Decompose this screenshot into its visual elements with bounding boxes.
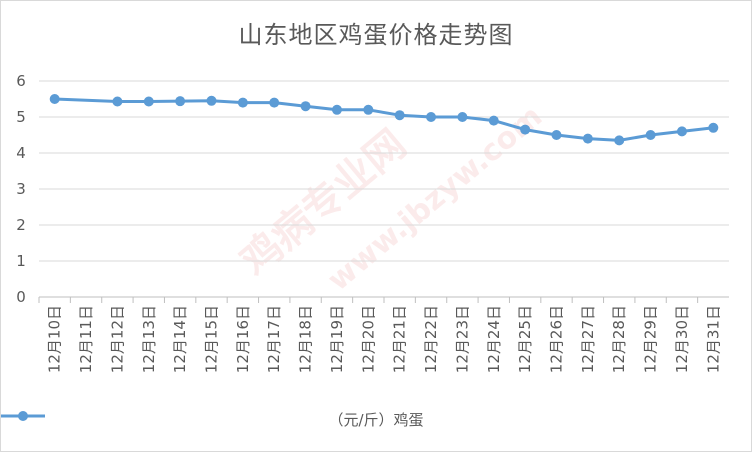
legend-swatch	[1, 411, 45, 421]
x-tick-label: 12月23日	[453, 305, 471, 373]
data-point	[520, 124, 531, 135]
x-tick-label: 12月17日	[265, 305, 283, 373]
series-layer	[49, 94, 719, 146]
data-point	[49, 94, 60, 104]
x-tick-label: 12月24日	[485, 305, 503, 373]
x-axis: 12月10日 12月11日 12月12日 12月13日 12月14日 12月15日 12月1…	[38, 296, 729, 373]
data-point	[331, 104, 342, 115]
data-point	[300, 101, 311, 112]
x-tick-label: 12月28日	[610, 305, 628, 373]
data-point	[708, 122, 719, 133]
y-tick-label: 3	[16, 180, 26, 198]
data-point	[582, 133, 593, 144]
data-point	[363, 104, 374, 115]
x-tick-label: 12月11日	[77, 305, 95, 373]
y-tick-label: 2	[16, 216, 26, 234]
x-tick-label: 12月13日	[140, 305, 158, 373]
x-tick-label: 12月10日	[46, 305, 64, 373]
data-point	[676, 126, 687, 137]
data-point	[645, 130, 656, 140]
legend-label: （元/斤）鸡蛋	[328, 411, 424, 429]
y-tick-label: 5	[16, 108, 26, 126]
x-tick-label: 12月19日	[328, 305, 346, 373]
data-point	[488, 115, 499, 126]
x-tick-label: 12月12日	[108, 305, 126, 373]
data-point	[112, 96, 123, 107]
y-axis: 0 1 2 3 4 5 6	[16, 72, 26, 306]
chart-title: 山东地区鸡蛋价格走势图	[238, 21, 514, 49]
x-tick-label: 12月29日	[642, 305, 660, 373]
data-point	[269, 97, 280, 108]
series-line	[54, 97, 714, 142]
data-point	[394, 110, 405, 121]
x-tick-label: 12月25日	[516, 305, 534, 373]
data-point	[175, 96, 186, 107]
y-tick-label: 1	[16, 252, 26, 270]
x-tick-label: 12月21日	[391, 305, 409, 373]
legend: （元/斤）鸡蛋	[1, 409, 751, 430]
data-point	[143, 96, 154, 107]
x-tick-label: 12月20日	[359, 305, 377, 373]
x-tick-label: 12月31日	[704, 305, 722, 373]
y-tick-label: 6	[16, 72, 26, 90]
x-tick-label: 12月15日	[203, 305, 221, 373]
data-point	[457, 112, 468, 122]
x-tick-label: 12月14日	[171, 305, 189, 373]
data-point	[206, 95, 217, 106]
data-point	[426, 112, 437, 122]
x-tick-label: 12月30日	[673, 305, 691, 373]
x-tick-label: 12月27日	[579, 305, 597, 373]
x-tick-label: 12月16日	[234, 305, 252, 373]
x-tick-label: 12月18日	[297, 305, 315, 373]
x-tick-label: 12月26日	[548, 305, 566, 373]
y-tick-label: 4	[16, 144, 26, 162]
data-point	[237, 97, 248, 108]
x-tick-label: 12月22日	[422, 305, 440, 373]
data-point	[551, 130, 562, 140]
y-tick-label: 0	[16, 288, 26, 306]
data-point	[614, 135, 625, 146]
